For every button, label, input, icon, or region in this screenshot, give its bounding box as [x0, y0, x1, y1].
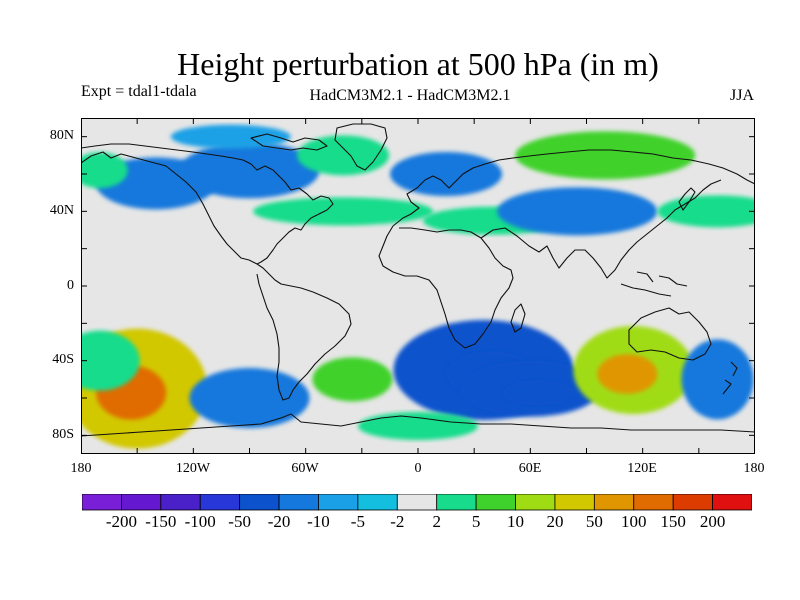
colorbar-label: 20: [546, 512, 564, 531]
colorbar-label: 200: [699, 512, 726, 531]
colorbar-box: [593, 494, 635, 511]
colorbar-label: 150: [660, 512, 686, 531]
field-nw-pacific: [657, 195, 755, 228]
colorbar-box: [515, 494, 556, 511]
lon-label-60w: 60W: [291, 461, 319, 476]
coastline-north-america: [81, 143, 334, 265]
coastline-madagascar: [510, 303, 526, 333]
colorbar-box: [554, 494, 595, 511]
field-bering-sea: [81, 152, 128, 189]
colorbar-box: [633, 494, 674, 511]
colorbar-box: [121, 494, 162, 511]
colorbar-label: -10: [307, 512, 330, 531]
lon-label-180e: 180: [743, 461, 765, 476]
coastline-greenland: [334, 123, 388, 171]
coastline-africa: [378, 225, 514, 349]
field-central-asia: [497, 187, 658, 236]
coastline-japan: [678, 187, 696, 211]
lat-label-eq: 0: [67, 278, 74, 293]
field-sw-pacific: [81, 330, 140, 391]
colorbar-box: [396, 494, 438, 511]
coastline-arctic-islands: [250, 133, 328, 151]
field-siberia: [515, 131, 696, 180]
lat-label-40s: 40S: [52, 352, 74, 367]
field-greenland-n-atlantic: [297, 135, 390, 176]
coastline-antarctica: [81, 413, 755, 437]
field-core-southern-australia-s-indian-ocean: [597, 354, 658, 394]
colorbar-box: [475, 494, 516, 511]
colorbar-label: -20: [267, 512, 291, 531]
colorbar-box: [278, 494, 319, 511]
colorbar-label: -150: [145, 512, 177, 531]
colorbar-box: [82, 494, 122, 511]
field-south-atlantic: [312, 357, 393, 402]
lon-label-0: 0: [414, 461, 422, 476]
colorbar-label: 5: [471, 512, 481, 531]
lon-label-120e: 120E: [627, 461, 657, 476]
field-canada-hudson-bay: [179, 142, 320, 199]
lon-label-60e: 60E: [518, 461, 542, 476]
coastline-new-zealand: [722, 361, 738, 395]
colorbar: [82, 494, 752, 511]
coastlines: [81, 123, 755, 437]
axis-ticks: [81, 118, 755, 454]
lon-label-180w: 180: [70, 461, 92, 476]
coastline-south-america: [256, 263, 352, 401]
coastline-eurasia-africa: [392, 149, 755, 227]
field-antarctic-coast: [358, 412, 478, 440]
lat-label-80s: 80S: [52, 427, 74, 442]
colorbar-label: 50: [585, 512, 603, 531]
colorbar-label: 2: [432, 512, 441, 531]
colorbar-box: [199, 494, 241, 511]
field-core-s-indian-ocean-high-latitudes: [503, 380, 574, 406]
field-arctic-canada: [170, 124, 291, 149]
lon-label-120w: 120W: [175, 461, 211, 476]
field-central-n-atlantic: [253, 197, 434, 226]
lat-label-40n: 40N: [49, 203, 74, 218]
colorbar-box: [318, 494, 359, 511]
coastline-indonesia: [620, 271, 688, 297]
colorbar-box: [436, 494, 477, 511]
colorbar-label: -5: [350, 512, 365, 531]
season-label: JJA: [729, 87, 754, 104]
experiment-label: Expt = tdal1-tdala: [81, 83, 197, 100]
colorbar-box: [672, 494, 713, 511]
colorbar-label: 10: [507, 512, 525, 531]
colorbar-box: [160, 494, 201, 511]
field-s-pacific-high-latitudes: [189, 368, 310, 428]
colorbar-label: -50: [228, 512, 251, 531]
field-tasman-sea: [681, 339, 754, 420]
colorbar-label: -100: [184, 512, 216, 531]
colorbar-label: -200: [105, 512, 137, 531]
map-panel: [81, 118, 755, 454]
colorbar-label: 100: [621, 512, 647, 531]
field-n-europe-scandinavia: [390, 152, 503, 196]
lat-label-80n: 80N: [49, 128, 74, 143]
model-label: HadCM3M2.1 - HadCM3M2.1: [309, 87, 511, 104]
coastline-australia: [628, 307, 712, 361]
colorbar-label: -2: [390, 512, 405, 531]
colorbar-box: [712, 494, 752, 511]
coastline-arabia-asia: [480, 179, 722, 279]
colorbar-box: [357, 494, 398, 511]
contour-fields: [81, 124, 755, 449]
plot-title: Height perturbation at 500 hPa (in m): [177, 46, 659, 82]
colorbar-box: [239, 494, 280, 511]
